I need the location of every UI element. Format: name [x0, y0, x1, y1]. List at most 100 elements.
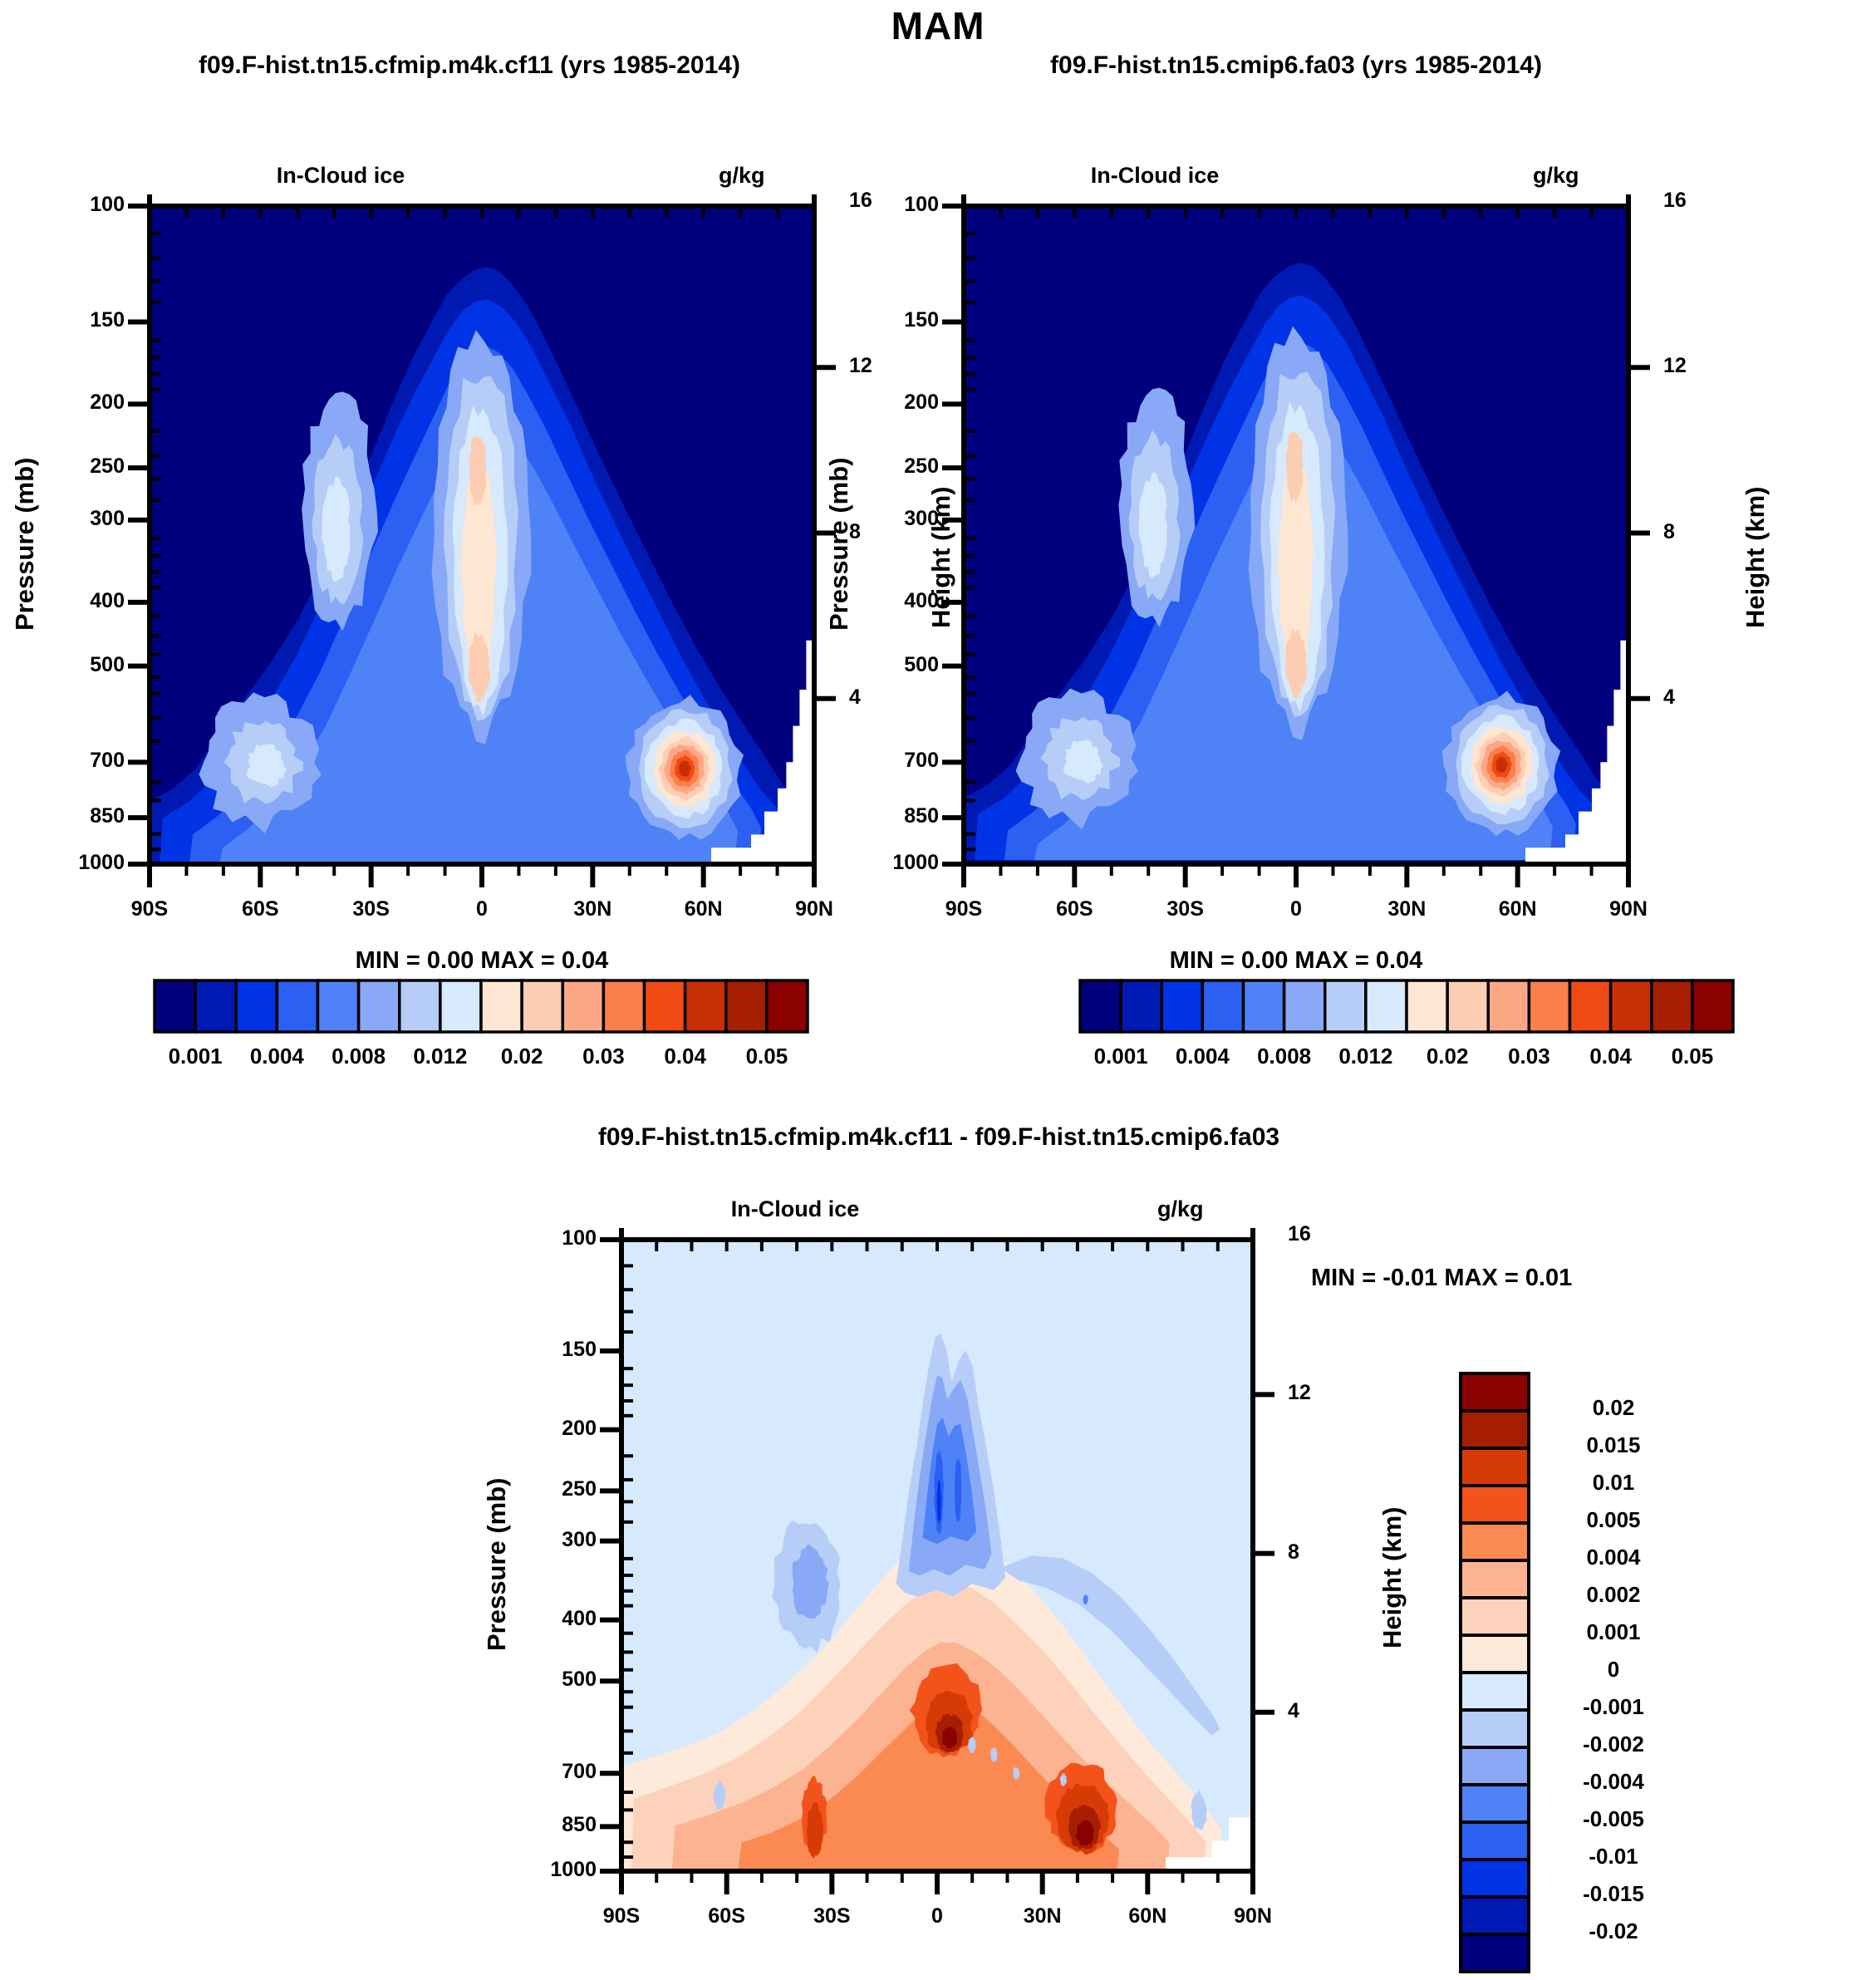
pressure-tick-label: 1000 — [78, 851, 125, 874]
colorbar-tick-label: 0.012 — [1338, 1044, 1393, 1069]
colorbar-tick-label: 0.03 — [1508, 1044, 1550, 1069]
colorbar-tick-label: 0.02 — [500, 1044, 543, 1069]
panel-right-title: f09.F-hist.tn15.cmip6.fa03 (yrs 1985-201… — [1050, 52, 1542, 79]
panel-left-title: f09.F-hist.tn15.cfmip.m4k.cf11 (yrs 1985… — [199, 52, 740, 79]
pressure-tick-label: 700 — [562, 1760, 597, 1784]
height-tick-label: 12 — [1288, 1381, 1311, 1405]
colorbar-tick-label: 0.03 — [582, 1044, 625, 1069]
latitude-tick-label: 60S — [1056, 897, 1093, 921]
colorbar-diff-tick-label: 0.001 — [1586, 1619, 1641, 1644]
panel-left-minmax: MIN = 0.00 MAX = 0.04 — [355, 947, 609, 974]
panel-left-field — [150, 206, 814, 864]
height-tick-label: 12 — [849, 354, 872, 378]
panel-left-field-label: In-Cloud ice — [276, 163, 405, 188]
height-tick-label: 16 — [1663, 189, 1687, 213]
colorbar-diff-tick-label: 0.015 — [1586, 1432, 1641, 1457]
colorbar-tick-label: 0.04 — [1589, 1044, 1632, 1069]
latitude-tick-label: 30S — [813, 1904, 851, 1928]
colorbar-diff-tick-label: -0.005 — [1583, 1806, 1644, 1831]
pressure-tick-label: 850 — [90, 804, 125, 828]
colorbar-diff-tick-label: 0.01 — [1592, 1470, 1635, 1495]
latitude-tick-label: 60S — [708, 1904, 745, 1928]
latitude-tick-label: 90S — [945, 897, 983, 921]
latitude-tick-label: 90S — [602, 1904, 641, 1928]
pressure-tick-label: 100 — [562, 1226, 597, 1250]
pressure-tick-label: 850 — [904, 804, 939, 828]
colorbar-tick-label: 0.05 — [745, 1044, 788, 1069]
colorbar-tick-label: 0.004 — [1175, 1044, 1230, 1069]
panel-left-axes — [128, 194, 836, 887]
colorbar-tick-label: 0.001 — [1093, 1044, 1148, 1069]
pressure-tick-label: 400 — [90, 588, 125, 612]
colorbar-tick-label: 0.001 — [168, 1044, 223, 1069]
panel-left-units: g/kg — [719, 163, 765, 188]
pressure-tick-label: 400 — [904, 588, 939, 612]
colorbar-diff-tick-label: 0.005 — [1586, 1507, 1641, 1532]
pressure-tick-label: 700 — [904, 749, 939, 773]
pressure-tick-label: 500 — [90, 652, 125, 676]
panel-diff-title: f09.F-hist.tn15.cfmip.m4k.cf11 - f09.F-h… — [597, 1123, 1280, 1151]
colorbar-diff-tick-label: -0.02 — [1589, 1919, 1638, 1943]
panel-right-minmax: MIN = 0.00 MAX = 0.04 — [1169, 947, 1423, 974]
pressure-tick-label: 100 — [90, 193, 125, 216]
pressure-tick-label: 150 — [90, 308, 125, 332]
colorbar-diff-tick-label: -0.015 — [1583, 1881, 1644, 1906]
colorbar-diff-tick-label: 0.004 — [1586, 1545, 1641, 1570]
height-tick-label: 8 — [1288, 1540, 1299, 1564]
panel-diff-axes — [600, 1228, 1274, 1894]
panel-right-field — [964, 206, 1628, 864]
latitude-tick-label: 60N — [1498, 897, 1537, 921]
colorbar-tick-label: 0.04 — [664, 1044, 706, 1069]
latitude-tick-label: 30S — [1166, 897, 1204, 921]
pressure-tick-label: 300 — [904, 506, 939, 530]
height-tick-label: 4 — [849, 685, 861, 709]
latitude-tick-label: 90N — [1234, 1904, 1272, 1928]
latitude-tick-label: 30N — [1387, 897, 1427, 921]
pressure-tick-label: 850 — [562, 1813, 597, 1837]
pressure-tick-label: 200 — [562, 1416, 597, 1440]
pressure-tick-label: 700 — [90, 749, 125, 773]
pressure-tick-label: 100 — [904, 193, 939, 216]
colorbar-diff-tick-label: 0.02 — [1592, 1395, 1635, 1420]
pressure-tick-label: 250 — [562, 1477, 597, 1501]
latitude-tick-label: 30N — [1023, 1904, 1062, 1928]
pressure-tick-label: 400 — [562, 1606, 597, 1630]
colorbar-left — [153, 979, 809, 1034]
colorbar-diff-tick-label: -0.002 — [1583, 1732, 1644, 1756]
pressure-tick-label: 200 — [90, 391, 125, 415]
colorbar-diff-tick-label: -0.004 — [1583, 1769, 1644, 1794]
colorbar-right — [1078, 979, 1735, 1034]
y-axis-title: Pressure (mb) — [482, 1477, 511, 1651]
y-axis-title: Pressure (mb) — [824, 457, 853, 631]
latitude-tick-label: 60N — [684, 897, 723, 921]
latitude-tick-label: 30N — [573, 897, 612, 921]
height-tick-label: 16 — [849, 189, 872, 213]
pressure-tick-label: 1000 — [550, 1858, 597, 1881]
colorbar-tick-label: 0.008 — [1257, 1044, 1312, 1069]
height-tick-label: 4 — [1288, 1698, 1299, 1722]
height-tick-label: 8 — [849, 519, 861, 543]
pressure-tick-label: 250 — [904, 454, 939, 479]
colorbar-tick-label: 0.012 — [413, 1044, 468, 1069]
y2-axis-title: Height (km) — [1378, 1506, 1407, 1649]
pressure-tick-label: 250 — [90, 454, 125, 479]
y2-axis-title: Height (km) — [1741, 486, 1770, 629]
height-tick-label: 4 — [1663, 685, 1675, 709]
height-tick-label: 8 — [1663, 519, 1675, 543]
pressure-tick-label: 300 — [562, 1527, 597, 1551]
pressure-tick-label: 1000 — [892, 851, 939, 874]
pressure-tick-label: 300 — [90, 506, 125, 530]
latitude-tick-label: 30S — [352, 897, 390, 921]
colorbar-diff — [1459, 1372, 1530, 1973]
colorbar-diff-tick-label: -0.01 — [1589, 1844, 1638, 1869]
colorbar-diff-tick-label: 0.002 — [1586, 1582, 1641, 1607]
panel-right-units: g/kg — [1533, 163, 1579, 188]
panel-diff-minmax: MIN = -0.01 MAX = 0.01 — [1311, 1265, 1573, 1291]
pressure-tick-label: 500 — [562, 1668, 597, 1692]
latitude-tick-label: 90N — [1609, 897, 1648, 921]
pressure-tick-label: 150 — [904, 308, 939, 332]
colorbar-tick-label: 0.004 — [249, 1044, 304, 1069]
panel-diff-field — [621, 1240, 1253, 1871]
panel-diff-field-label: In-Cloud ice — [730, 1196, 860, 1221]
